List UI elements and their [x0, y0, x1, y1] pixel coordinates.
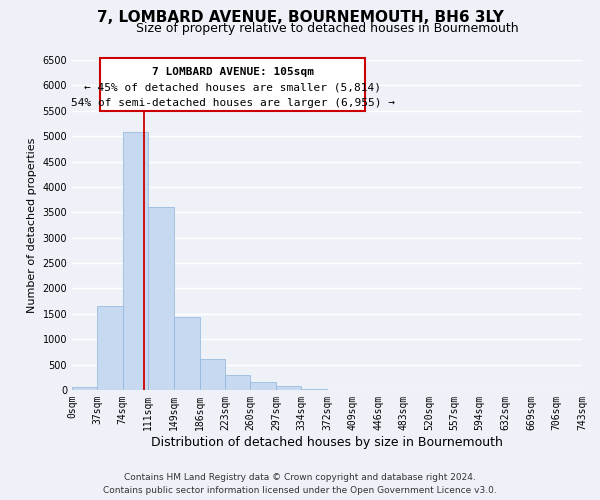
Bar — [250, 382, 276, 390]
Bar — [225, 375, 250, 390]
X-axis label: Distribution of detached houses by size in Bournemouth: Distribution of detached houses by size … — [151, 436, 503, 448]
Text: 7, LOMBARD AVENUE, BOURNEMOUTH, BH6 3LY: 7, LOMBARD AVENUE, BOURNEMOUTH, BH6 3LY — [97, 10, 503, 25]
Bar — [148, 207, 173, 390]
Bar — [174, 318, 200, 390]
Title: Size of property relative to detached houses in Bournemouth: Size of property relative to detached ho… — [136, 22, 518, 35]
Text: 7 LOMBARD AVENUE: 105sqm: 7 LOMBARD AVENUE: 105sqm — [152, 66, 314, 76]
Text: Contains HM Land Registry data © Crown copyright and database right 2024.
Contai: Contains HM Land Registry data © Crown c… — [103, 474, 497, 495]
Bar — [72, 388, 97, 390]
Bar — [97, 306, 123, 390]
Bar — [200, 358, 225, 390]
Bar — [276, 386, 301, 390]
Bar — [301, 389, 326, 390]
FancyBboxPatch shape — [100, 58, 365, 111]
Bar — [123, 132, 148, 390]
Text: ← 45% of detached houses are smaller (5,814): ← 45% of detached houses are smaller (5,… — [84, 82, 381, 92]
Y-axis label: Number of detached properties: Number of detached properties — [27, 138, 37, 312]
Text: 54% of semi-detached houses are larger (6,955) →: 54% of semi-detached houses are larger (… — [71, 98, 395, 108]
